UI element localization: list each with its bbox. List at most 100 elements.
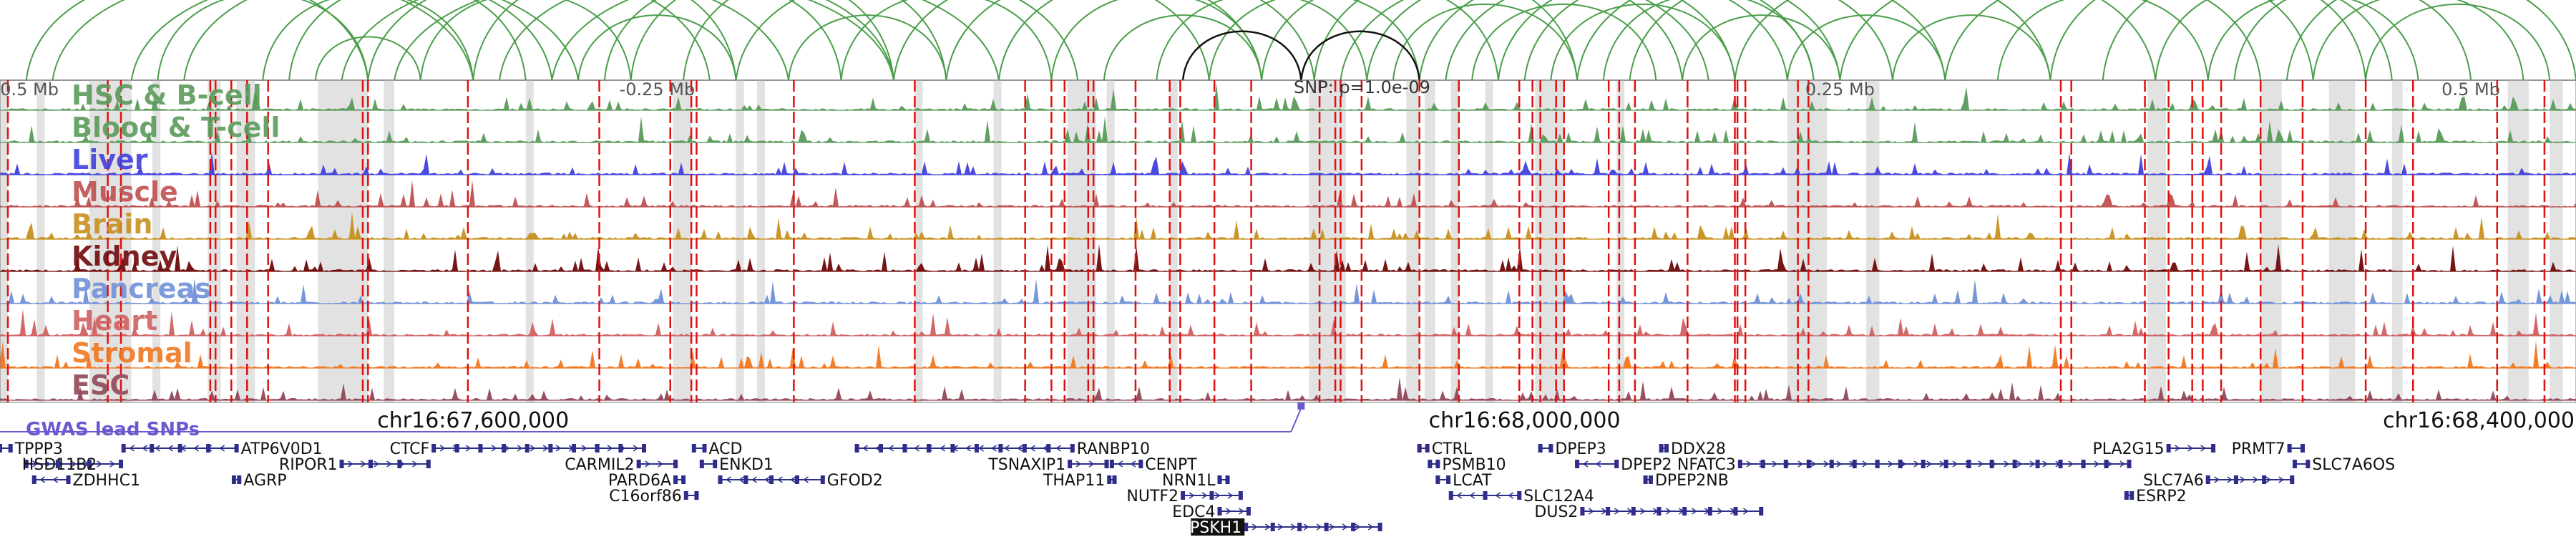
- gene: EDC4: [1172, 503, 1251, 521]
- gene-label: DPEP2: [1621, 456, 1672, 474]
- strand-arrow: [1277, 523, 1284, 531]
- gene-exon: [1898, 460, 1903, 468]
- gene-exon: [1351, 523, 1356, 531]
- gene-exon: [1707, 507, 1712, 516]
- chromatin-loop: [1050, 0, 1263, 81]
- strand-arrow: [2175, 445, 2180, 452]
- highlight-region: [2147, 80, 2166, 402]
- gene: CARMIL2: [565, 456, 678, 474]
- chromatin-loop: [472, 0, 737, 81]
- gene-exon: [1682, 507, 1687, 516]
- highlight-region: [1787, 80, 1828, 402]
- strand-arrow: [2265, 476, 2272, 483]
- chromatin-loop: [2233, 0, 2472, 81]
- chromatin-loop: [1523, 0, 1841, 81]
- gene-exon: [1631, 507, 1636, 516]
- strand-arrow: [530, 445, 536, 452]
- gene: PLA2G15: [2092, 440, 2216, 458]
- chromatin-loop: [130, 0, 580, 81]
- strand-arrow: [1088, 460, 1095, 468]
- gene-exon: [1737, 460, 1742, 468]
- gene-label: DPEP3: [1555, 440, 1606, 458]
- gene: ZDHHC1: [31, 472, 140, 490]
- gene-exon: [1643, 475, 1648, 484]
- gene-exon: [595, 444, 600, 453]
- strand-arrow: [1367, 523, 1374, 531]
- signal-track: [0, 212, 2576, 240]
- highlight-region: [1535, 80, 1564, 402]
- gene-label: ACD: [708, 440, 742, 458]
- strand-arrow: [52, 476, 59, 483]
- chromatin-loop: [788, 14, 947, 81]
- strand-arrow: [109, 460, 116, 468]
- strand-arrow: [1743, 508, 1749, 515]
- gene-exon: [1435, 475, 1440, 484]
- strand-arrow: [1772, 460, 1778, 468]
- highlight-region: [2550, 80, 2563, 402]
- strand-arrow: [71, 460, 77, 468]
- strand-arrow: [1456, 492, 1463, 499]
- strand-arrow: [1342, 523, 1348, 531]
- snp-loop: [1300, 30, 1420, 81]
- highlight-region: [318, 80, 369, 402]
- strand-arrow: [348, 460, 353, 468]
- strand-arrow: [219, 445, 225, 452]
- strand-arrow: [658, 460, 664, 468]
- gene-exon: [1246, 507, 1251, 516]
- highlight-region: [2507, 80, 2529, 402]
- gene-exon: [1657, 507, 1662, 516]
- gene: THAP11: [1043, 472, 1117, 490]
- strand-arrow: [978, 445, 984, 452]
- signal-track: [0, 377, 2576, 401]
- strand-arrow: [1849, 460, 1855, 468]
- gene-exon: [1270, 523, 1275, 531]
- gene: C16orf86: [609, 488, 699, 505]
- gwas-snp-marker: [1297, 402, 1305, 410]
- strand-arrow: [374, 460, 379, 468]
- gene-exon: [118, 460, 123, 468]
- strand-arrow: [1746, 460, 1752, 468]
- chromatin-loop: [1208, 0, 1420, 81]
- gene-exon: [1548, 444, 1553, 453]
- gene-label: THAP11: [1043, 472, 1105, 490]
- highlight-region: [525, 80, 534, 402]
- strand-arrow: [193, 445, 200, 452]
- gene-exon: [743, 475, 748, 484]
- strand-arrow: [1653, 508, 1659, 515]
- signal-profile: [0, 377, 2576, 400]
- chromatin-loop: [1550, 4, 1736, 81]
- chromatin-loop: [1996, 0, 2209, 81]
- strand-arrow: [1797, 460, 1804, 468]
- gene-label: PSKH1: [1190, 519, 1241, 537]
- strand-arrow: [645, 460, 651, 468]
- gene-exon: [618, 444, 623, 453]
- gene-exon: [1538, 444, 1543, 453]
- strand-arrow: [2119, 460, 2126, 468]
- gwas-lead-snps-track: GWAS lead SNPs: [0, 402, 1305, 440]
- strand-arrow: [1075, 460, 1082, 468]
- highlight-region: [1450, 80, 1459, 402]
- gene: PSKH1: [1190, 518, 1382, 537]
- gene-exon: [2104, 460, 2109, 468]
- gene-label: PARD6A: [608, 472, 671, 490]
- chromatin-loop: [2207, 0, 2419, 81]
- gene-exon: [1377, 523, 1382, 531]
- coordinate-labels-layer: chr16:67,600,000 chr16:68,000,000 chr16:68…: [377, 408, 2575, 433]
- chromatin-loop: [840, 0, 1053, 81]
- strand-arrow: [504, 445, 510, 452]
- track-label: Stromal: [72, 337, 192, 369]
- signal-track: [0, 116, 2576, 143]
- strand-arrow: [517, 445, 523, 452]
- strand-arrow: [1926, 460, 1933, 468]
- track-label: Heart: [72, 305, 157, 337]
- gene-exon: [673, 460, 678, 468]
- strand-arrow: [478, 445, 484, 452]
- scale-label: -0.25 Mb: [620, 79, 696, 100]
- chromatin-loop: [25, 0, 369, 81]
- strand-arrow: [1862, 460, 1868, 468]
- gene: SLC7A6OS: [2292, 456, 2395, 474]
- strand-arrow: [927, 445, 932, 452]
- signal-profile: [0, 83, 2576, 110]
